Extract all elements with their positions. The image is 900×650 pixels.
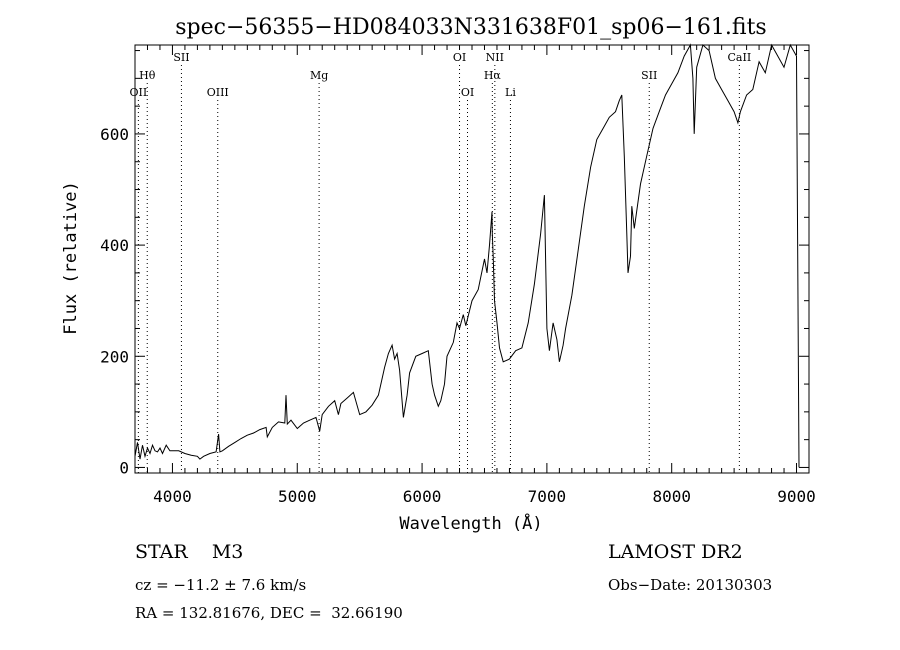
x-tick-label: 4000 <box>153 487 192 506</box>
star-class: STAR M3 <box>135 541 244 563</box>
y-tick-label: 600 <box>100 125 129 144</box>
line-marker-label: Li <box>505 86 516 99</box>
line-marker-label: SII <box>641 69 657 82</box>
x-tick-label: 7000 <box>528 487 567 506</box>
line-marker-label: CaII <box>728 51 752 64</box>
spectrum-line <box>134 43 800 468</box>
y-tick-label: 0 <box>119 458 129 477</box>
survey-name: LAMOST DR2 <box>608 541 743 563</box>
y-tick-label: 400 <box>100 236 129 255</box>
line-marker-label: OI <box>461 86 474 99</box>
x-tick-label: 9000 <box>777 487 816 506</box>
x-tick-label: 6000 <box>403 487 442 506</box>
coordinates: RA = 132.81676, DEC = 32.66190 <box>135 604 403 622</box>
redshift-value: cz = −11.2 ± 7.6 km/s <box>135 576 307 594</box>
line-marker-label: SII <box>173 51 189 64</box>
chart-title: spec−56355−HD084033N331638F01_sp06−161.f… <box>175 15 766 40</box>
observation-date: Obs−Date: 20130303 <box>608 576 773 594</box>
x-tick-label: 5000 <box>278 487 317 506</box>
line-marker-label: Hα <box>484 69 502 82</box>
x-axis-label: Wavelength (Å) <box>399 512 542 534</box>
line-marker-label: Mg <box>310 69 328 82</box>
y-tick-label: 200 <box>100 347 129 366</box>
line-marker-label: OI <box>453 51 466 64</box>
line-marker-label: NII <box>486 51 504 64</box>
x-tick-label: 8000 <box>652 487 691 506</box>
line-marker-label: OII <box>130 86 148 99</box>
y-axis-label: Flux (relative) <box>61 181 81 335</box>
line-marker-label: OIII <box>207 86 229 99</box>
line-marker-label: Hθ <box>139 69 156 82</box>
plot-frame <box>134 44 810 474</box>
